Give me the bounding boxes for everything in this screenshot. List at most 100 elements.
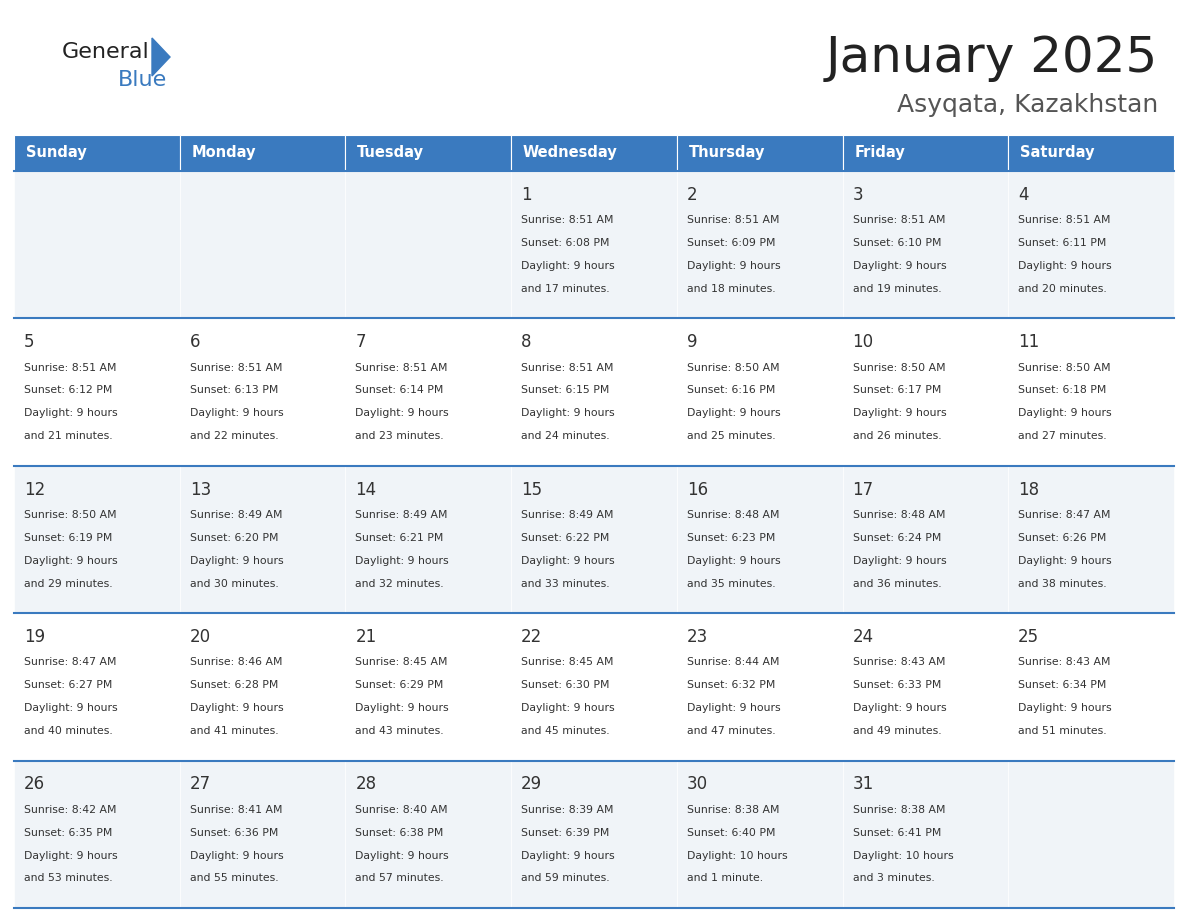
Bar <box>842 319 1009 465</box>
Text: Daylight: 9 hours: Daylight: 9 hours <box>190 555 283 565</box>
Text: and 35 minutes.: and 35 minutes. <box>687 578 776 588</box>
Text: Sunset: 6:27 PM: Sunset: 6:27 PM <box>24 680 113 690</box>
Text: Sunset: 6:40 PM: Sunset: 6:40 PM <box>687 828 776 837</box>
Bar <box>511 613 677 761</box>
Text: 23: 23 <box>687 628 708 646</box>
Bar <box>346 135 511 171</box>
Text: 28: 28 <box>355 776 377 793</box>
Bar <box>346 465 511 613</box>
Bar <box>179 319 346 465</box>
Text: and 33 minutes.: and 33 minutes. <box>522 578 609 588</box>
Text: Sunset: 6:39 PM: Sunset: 6:39 PM <box>522 828 609 837</box>
Text: Sunset: 6:30 PM: Sunset: 6:30 PM <box>522 680 609 690</box>
Bar <box>1009 465 1174 613</box>
Text: Daylight: 9 hours: Daylight: 9 hours <box>853 261 946 271</box>
Text: Daylight: 9 hours: Daylight: 9 hours <box>355 409 449 419</box>
Bar <box>14 613 179 761</box>
Text: Sunset: 6:15 PM: Sunset: 6:15 PM <box>522 386 609 396</box>
Text: Sunset: 6:38 PM: Sunset: 6:38 PM <box>355 828 444 837</box>
Text: Sunrise: 8:51 AM: Sunrise: 8:51 AM <box>687 215 779 225</box>
Text: General: General <box>62 42 150 62</box>
Text: Sunrise: 8:51 AM: Sunrise: 8:51 AM <box>853 215 944 225</box>
Text: 2: 2 <box>687 185 697 204</box>
Text: Sunrise: 8:49 AM: Sunrise: 8:49 AM <box>522 510 613 520</box>
Text: Sunrise: 8:38 AM: Sunrise: 8:38 AM <box>687 805 779 815</box>
Text: Sunrise: 8:42 AM: Sunrise: 8:42 AM <box>24 805 116 815</box>
Text: Sunset: 6:34 PM: Sunset: 6:34 PM <box>1018 680 1106 690</box>
Text: and 20 minutes.: and 20 minutes. <box>1018 284 1107 294</box>
Bar <box>1009 613 1174 761</box>
Text: Daylight: 9 hours: Daylight: 9 hours <box>355 555 449 565</box>
Text: Daylight: 9 hours: Daylight: 9 hours <box>1018 261 1112 271</box>
Text: Sunrise: 8:46 AM: Sunrise: 8:46 AM <box>190 657 283 667</box>
Text: Daylight: 9 hours: Daylight: 9 hours <box>24 409 118 419</box>
Text: and 57 minutes.: and 57 minutes. <box>355 873 444 883</box>
Text: and 32 minutes.: and 32 minutes. <box>355 578 444 588</box>
Text: 24: 24 <box>853 628 873 646</box>
Text: and 19 minutes.: and 19 minutes. <box>853 284 941 294</box>
Bar <box>179 761 346 908</box>
Text: Sunrise: 8:51 AM: Sunrise: 8:51 AM <box>522 215 613 225</box>
Text: Sunset: 6:10 PM: Sunset: 6:10 PM <box>853 238 941 248</box>
Text: and 55 minutes.: and 55 minutes. <box>190 873 278 883</box>
Bar <box>14 761 179 908</box>
Text: Sunrise: 8:49 AM: Sunrise: 8:49 AM <box>355 510 448 520</box>
Text: Sunrise: 8:49 AM: Sunrise: 8:49 AM <box>190 510 283 520</box>
Text: Daylight: 9 hours: Daylight: 9 hours <box>687 555 781 565</box>
Text: 8: 8 <box>522 333 531 352</box>
Text: and 27 minutes.: and 27 minutes. <box>1018 431 1107 442</box>
Text: Sunset: 6:23 PM: Sunset: 6:23 PM <box>687 532 776 543</box>
Text: Wednesday: Wednesday <box>523 145 618 161</box>
Text: Sunrise: 8:47 AM: Sunrise: 8:47 AM <box>24 657 116 667</box>
Bar <box>677 135 842 171</box>
Text: Asyqata, Kazakhstan: Asyqata, Kazakhstan <box>897 93 1158 117</box>
Text: Daylight: 9 hours: Daylight: 9 hours <box>24 703 118 713</box>
Text: 25: 25 <box>1018 628 1040 646</box>
Bar <box>14 465 179 613</box>
Text: Sunset: 6:13 PM: Sunset: 6:13 PM <box>190 386 278 396</box>
Text: Daylight: 9 hours: Daylight: 9 hours <box>190 409 283 419</box>
Text: and 3 minutes.: and 3 minutes. <box>853 873 934 883</box>
Text: and 38 minutes.: and 38 minutes. <box>1018 578 1107 588</box>
Text: Daylight: 9 hours: Daylight: 9 hours <box>24 555 118 565</box>
Text: Daylight: 9 hours: Daylight: 9 hours <box>687 261 781 271</box>
Text: Sunset: 6:17 PM: Sunset: 6:17 PM <box>853 386 941 396</box>
Text: Sunset: 6:22 PM: Sunset: 6:22 PM <box>522 532 609 543</box>
Text: and 47 minutes.: and 47 minutes. <box>687 726 776 736</box>
Text: 10: 10 <box>853 333 873 352</box>
Text: Sunrise: 8:39 AM: Sunrise: 8:39 AM <box>522 805 613 815</box>
Text: 14: 14 <box>355 480 377 498</box>
Text: 19: 19 <box>24 628 45 646</box>
Text: and 21 minutes.: and 21 minutes. <box>24 431 113 442</box>
Text: Sunrise: 8:38 AM: Sunrise: 8:38 AM <box>853 805 944 815</box>
Text: 26: 26 <box>24 776 45 793</box>
Bar <box>842 135 1009 171</box>
Bar <box>1009 135 1174 171</box>
Text: Daylight: 9 hours: Daylight: 9 hours <box>687 409 781 419</box>
Text: and 25 minutes.: and 25 minutes. <box>687 431 776 442</box>
Bar <box>179 171 346 319</box>
Text: Daylight: 10 hours: Daylight: 10 hours <box>687 850 788 860</box>
Text: Daylight: 9 hours: Daylight: 9 hours <box>24 850 118 860</box>
Text: and 18 minutes.: and 18 minutes. <box>687 284 776 294</box>
Text: Sunset: 6:09 PM: Sunset: 6:09 PM <box>687 238 776 248</box>
Text: Sunset: 6:26 PM: Sunset: 6:26 PM <box>1018 532 1106 543</box>
Text: and 30 minutes.: and 30 minutes. <box>190 578 278 588</box>
Text: Sunrise: 8:51 AM: Sunrise: 8:51 AM <box>190 363 283 373</box>
Text: Daylight: 9 hours: Daylight: 9 hours <box>190 703 283 713</box>
Text: Sunrise: 8:50 AM: Sunrise: 8:50 AM <box>24 510 116 520</box>
Text: 15: 15 <box>522 480 542 498</box>
Text: Sunrise: 8:51 AM: Sunrise: 8:51 AM <box>355 363 448 373</box>
Text: and 23 minutes.: and 23 minutes. <box>355 431 444 442</box>
Bar <box>1009 319 1174 465</box>
Text: and 26 minutes.: and 26 minutes. <box>853 431 941 442</box>
Text: 4: 4 <box>1018 185 1029 204</box>
Bar <box>14 171 179 319</box>
Text: Sunset: 6:12 PM: Sunset: 6:12 PM <box>24 386 113 396</box>
Bar <box>14 135 179 171</box>
Bar <box>677 171 842 319</box>
Text: and 41 minutes.: and 41 minutes. <box>190 726 278 736</box>
Text: Daylight: 9 hours: Daylight: 9 hours <box>190 850 283 860</box>
Text: Friday: Friday <box>854 145 905 161</box>
Text: 17: 17 <box>853 480 873 498</box>
